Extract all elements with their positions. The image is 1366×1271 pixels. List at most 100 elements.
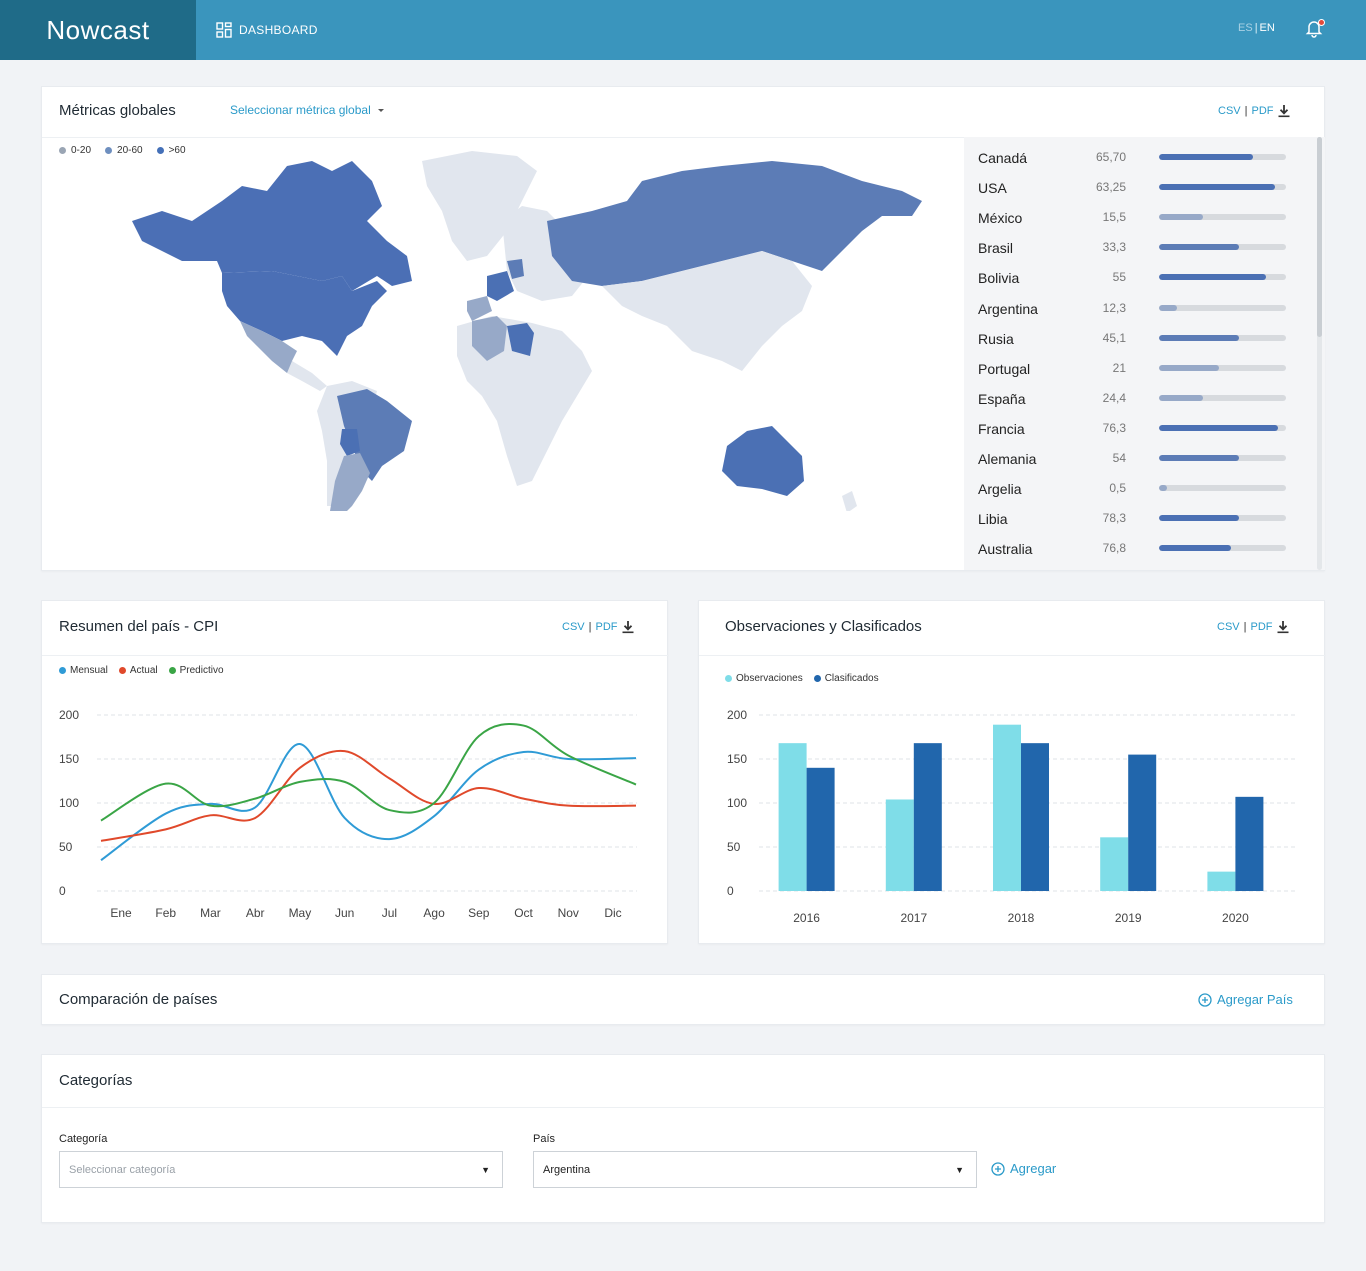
x-tick-label: Nov xyxy=(558,906,579,920)
download-icon[interactable] xyxy=(1276,620,1290,634)
country-progress-bar xyxy=(1159,545,1286,552)
country-value: 65,70 xyxy=(1095,150,1126,164)
map-new-zealand[interactable] xyxy=(842,491,857,511)
map-legend-item: 0-20 xyxy=(59,145,91,156)
map-bolivia[interactable] xyxy=(340,429,360,456)
country-row[interactable]: Libia 78,3 xyxy=(964,503,1314,533)
country-value: 33,3 xyxy=(1102,240,1126,255)
country-row[interactable]: Alemania 54 xyxy=(964,443,1314,473)
global-metrics-export: CSV | PDF xyxy=(1218,104,1291,118)
bar-clasificados[interactable] xyxy=(913,743,942,891)
export-csv-link[interactable]: CSV xyxy=(1217,621,1240,633)
legend-label: Observaciones xyxy=(736,673,803,684)
map-usa[interactable] xyxy=(222,271,387,356)
legend-item-observaciones[interactable]: Observaciones xyxy=(725,673,803,684)
bar-clasificados[interactable] xyxy=(806,767,835,891)
export-pdf-link[interactable]: PDF xyxy=(1250,621,1273,633)
export-pdf-link[interactable]: PDF xyxy=(1251,105,1274,117)
map-france[interactable] xyxy=(487,271,514,301)
country-row[interactable]: Australia 76,8 xyxy=(964,533,1314,563)
country-name: Australia xyxy=(978,541,1033,558)
download-icon[interactable] xyxy=(1277,104,1291,118)
country-row[interactable]: Portugal 21 xyxy=(964,353,1314,383)
country-progress-fill xyxy=(1159,424,1279,431)
card-divider xyxy=(42,655,669,656)
country-row[interactable]: Argelia 0,5 xyxy=(964,473,1314,503)
plus-circle-icon xyxy=(991,1161,1005,1176)
bar-observaciones[interactable] xyxy=(1100,837,1129,891)
series-line-mensual[interactable] xyxy=(100,743,637,862)
legend-item-actual[interactable]: Actual xyxy=(118,665,158,676)
map-libya[interactable] xyxy=(507,323,534,356)
x-tick-label: Jun xyxy=(335,906,354,920)
lang-es[interactable]: ES xyxy=(1238,22,1253,34)
map-iberia[interactable] xyxy=(467,296,492,321)
legend-item-clasificados[interactable]: Clasificados xyxy=(813,673,879,684)
export-csv-link[interactable]: CSV xyxy=(1218,105,1241,117)
export-pdf-link[interactable]: PDF xyxy=(595,621,618,633)
country-progress-bar xyxy=(1159,214,1286,221)
country-progress-bar xyxy=(1159,184,1286,191)
country-value: 76,3 xyxy=(1102,420,1126,435)
series-line-predictivo[interactable] xyxy=(100,723,637,822)
legend-swatch xyxy=(168,667,176,674)
lang-en[interactable]: EN xyxy=(1259,22,1275,34)
bell-icon xyxy=(1305,21,1323,38)
nav-dashboard[interactable]: DASHBOARD xyxy=(216,0,318,60)
bar-observaciones[interactable] xyxy=(1207,871,1236,891)
x-tick-label: Jul xyxy=(382,906,397,920)
country-value: 12,3 xyxy=(1102,300,1126,315)
country-row[interactable]: Francia 76,3 xyxy=(964,413,1314,443)
map-algeria[interactable] xyxy=(472,316,507,361)
bar-clasificados[interactable] xyxy=(1021,743,1049,891)
legend-item-predictivo[interactable]: Predictivo xyxy=(168,665,224,676)
country-row[interactable]: Bolivia 55 xyxy=(964,262,1314,292)
bar-clasificados[interactable] xyxy=(1128,754,1157,891)
legend-item-mensual[interactable]: Mensual xyxy=(59,665,108,676)
map-mexico[interactable] xyxy=(240,321,302,373)
bar-observaciones[interactable] xyxy=(993,724,1021,891)
map-central-america[interactable] xyxy=(287,361,327,391)
map-greenland[interactable] xyxy=(422,151,537,261)
country-row[interactable]: USA 63,25 xyxy=(964,172,1314,202)
country-row[interactable]: España 24,4 xyxy=(964,383,1314,413)
bar-observaciones[interactable] xyxy=(885,799,914,891)
country-list-scrollbar[interactable] xyxy=(1317,137,1322,570)
map-germany[interactable] xyxy=(507,259,524,279)
map-asia[interactable] xyxy=(602,251,812,371)
pais-select[interactable]: Argentina ▼ xyxy=(533,1151,977,1188)
series-line-actual[interactable] xyxy=(100,749,637,842)
map-russia[interactable] xyxy=(547,161,922,286)
categoria-select[interactable]: Seleccionar categoría ▼ xyxy=(59,1151,503,1188)
country-progress-fill xyxy=(1159,304,1177,311)
country-row[interactable]: Rusia 45,1 xyxy=(964,323,1314,353)
x-tick-label: Dic xyxy=(604,906,621,920)
map-canada[interactable] xyxy=(132,161,412,291)
legend-label: Predictivo xyxy=(179,665,224,676)
bar-clasificados[interactable] xyxy=(1235,796,1264,891)
country-row[interactable]: Canadá 65,70 xyxy=(964,142,1314,172)
select-global-metric-dropdown[interactable]: Seleccionar métrica global xyxy=(230,103,385,117)
country-value: 0,5 xyxy=(1109,481,1126,496)
country-row[interactable]: Argentina 12,3 xyxy=(964,293,1314,323)
brand-logo[interactable]: Nowcast xyxy=(0,0,196,60)
notifications-button[interactable] xyxy=(1304,18,1326,40)
download-icon[interactable] xyxy=(621,620,635,634)
export-csv-link[interactable]: CSV xyxy=(562,621,585,633)
map-australia[interactable] xyxy=(722,426,804,496)
bar-observaciones[interactable] xyxy=(778,743,807,891)
x-tick-label: 2018 xyxy=(1008,911,1035,925)
add-country-button[interactable]: Agregar País xyxy=(1198,992,1293,1007)
scrollbar-thumb[interactable] xyxy=(1317,137,1322,337)
country-row[interactable]: Brasil 33,3 xyxy=(964,232,1314,262)
global-metrics-title: Métricas globales xyxy=(59,102,176,119)
map-argentina[interactable] xyxy=(330,453,370,511)
country-row[interactable]: México 15,5 xyxy=(964,202,1314,232)
global-metrics-card: Métricas globales Seleccionar métrica gl… xyxy=(41,86,1326,571)
map-brazil[interactable] xyxy=(337,389,412,481)
cpi-card: Resumen del país - CPI CSV | PDF Mensual… xyxy=(41,600,669,944)
legend-swatch xyxy=(813,675,821,682)
add-category-button[interactable]: Agregar xyxy=(991,1161,1056,1176)
world-map[interactable] xyxy=(122,111,922,511)
country-name: México xyxy=(978,210,1023,227)
